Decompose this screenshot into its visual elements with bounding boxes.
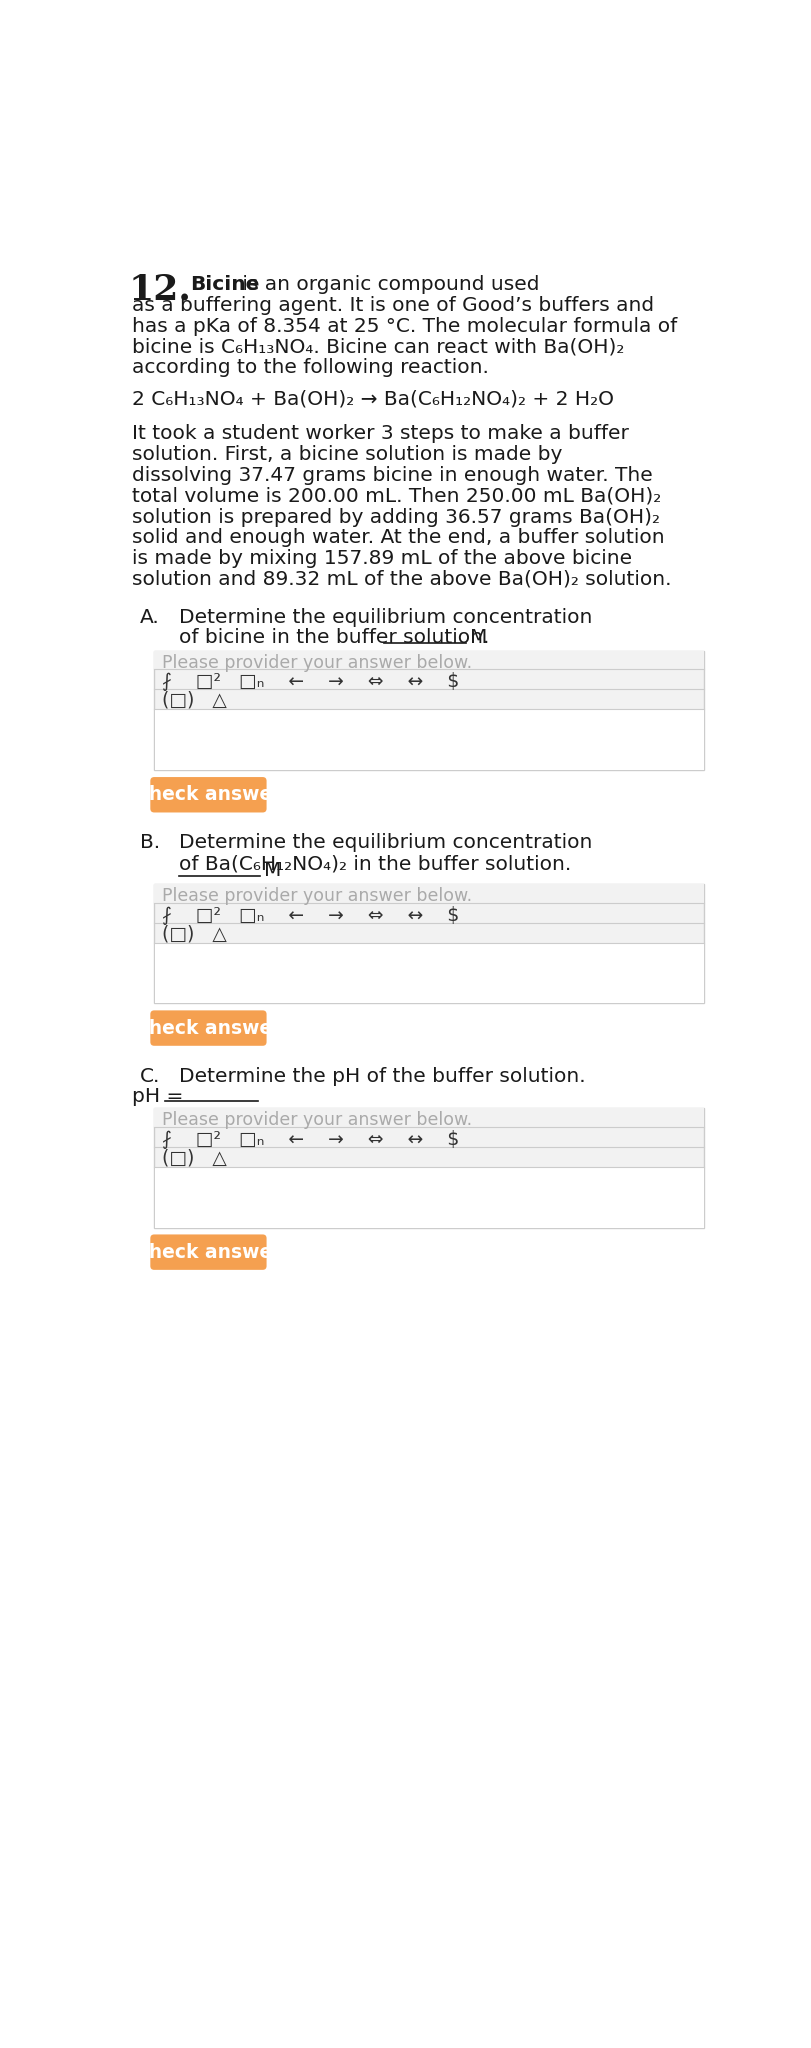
Bar [154, 1108, 704, 1227]
Text: dissolving 37.47 grams bicine in enough water. The: dissolving 37.47 grams bicine in enough … [132, 467, 652, 485]
Bar [155, 944, 703, 1004]
Text: bicine is C₆H₁₃NO₄. Bicine can react with Ba(OH)₂: bicine is C₆H₁₃NO₄. Bicine can react wit… [132, 338, 624, 356]
Text: (□)   △: (□) △ [161, 690, 226, 711]
FancyBboxPatch shape [150, 1235, 266, 1270]
Text: (□)   △: (□) △ [161, 924, 226, 944]
Text: total volume is 200.00 mL. Then 250.00 mL Ba(OH)₂: total volume is 200.00 mL. Then 250.00 m… [132, 487, 661, 506]
Text: It took a student worker 3 steps to make a buffer: It took a student worker 3 steps to make… [132, 424, 629, 444]
Bar [154, 651, 704, 770]
Bar [154, 885, 704, 903]
Text: Please provider your answer below.: Please provider your answer below. [161, 1112, 471, 1128]
Text: solution is prepared by adding 36.57 grams Ba(OH)₂: solution is prepared by adding 36.57 gra… [132, 508, 659, 526]
Text: (□)   △: (□) △ [161, 1149, 226, 1167]
Text: B.: B. [140, 834, 161, 852]
Text: M: M [264, 860, 281, 881]
Text: Please provider your answer below.: Please provider your answer below. [161, 887, 471, 905]
Text: Determine the pH of the buffer solution.: Determine the pH of the buffer solution. [178, 1067, 585, 1085]
Text: is made by mixing 157.89 mL of the above bicine: is made by mixing 157.89 mL of the above… [132, 549, 632, 567]
Text: M: M [469, 629, 487, 647]
Text: pH =: pH = [132, 1087, 190, 1106]
Text: ⨏    □²   □ₙ    ←    →    ⇔    ↔    $: ⨏ □² □ₙ ← → ⇔ ↔ $ [161, 672, 459, 692]
Text: solution. First, a bicine solution is made by: solution. First, a bicine solution is ma… [132, 444, 562, 465]
Text: ⨏    □²   □ₙ    ←    →    ⇔    ↔    $: ⨏ □² □ₙ ← → ⇔ ↔ $ [161, 905, 459, 924]
Bar [154, 885, 704, 1004]
Text: Check answer: Check answer [135, 784, 281, 805]
Text: A.: A. [140, 608, 160, 627]
Text: of bicine in the buffer solution.: of bicine in the buffer solution. [178, 629, 489, 647]
Text: according to the following reaction.: according to the following reaction. [132, 358, 489, 377]
Bar [155, 1167, 703, 1227]
FancyBboxPatch shape [150, 1010, 266, 1047]
Bar [154, 1108, 704, 1126]
Text: Bicine: Bicine [191, 274, 260, 295]
FancyBboxPatch shape [150, 776, 266, 813]
Text: Please provider your answer below.: Please provider your answer below. [161, 653, 471, 672]
Text: of Ba(C₆H₁₂NO₄)₂ in the buffer solution.: of Ba(C₆H₁₂NO₄)₂ in the buffer solution. [178, 854, 571, 872]
Text: is an organic compound used: is an organic compound used [235, 274, 539, 295]
Bar [154, 651, 704, 670]
Bar [155, 711, 703, 770]
Text: has a pKa of 8.354 at 25 °C. The molecular formula of: has a pKa of 8.354 at 25 °C. The molecul… [132, 317, 677, 336]
Text: Determine the equilibrium concentration: Determine the equilibrium concentration [178, 608, 592, 627]
Text: Check answer: Check answer [135, 1018, 281, 1038]
Text: Check answer: Check answer [135, 1243, 281, 1262]
Text: C.: C. [140, 1067, 161, 1085]
Text: solution and 89.32 mL of the above Ba(OH)₂ solution.: solution and 89.32 mL of the above Ba(OH… [132, 569, 672, 590]
Text: 2 C₆H₁₃NO₄ + Ba(OH)₂ → Ba(C₆H₁₂NO₄)₂ + 2 H₂O: 2 C₆H₁₃NO₄ + Ba(OH)₂ → Ba(C₆H₁₂NO₄)₂ + 2… [132, 389, 614, 410]
Text: as a buffering agent. It is one of Good’s buffers and: as a buffering agent. It is one of Good’… [132, 295, 654, 315]
Text: Determine the equilibrium concentration: Determine the equilibrium concentration [178, 834, 592, 852]
Text: solid and enough water. At the end, a buffer solution: solid and enough water. At the end, a bu… [132, 528, 664, 547]
Text: 12.: 12. [128, 272, 191, 307]
Text: ⨏    □²   □ₙ    ←    →    ⇔    ↔    $: ⨏ □² □ₙ ← → ⇔ ↔ $ [161, 1130, 459, 1149]
